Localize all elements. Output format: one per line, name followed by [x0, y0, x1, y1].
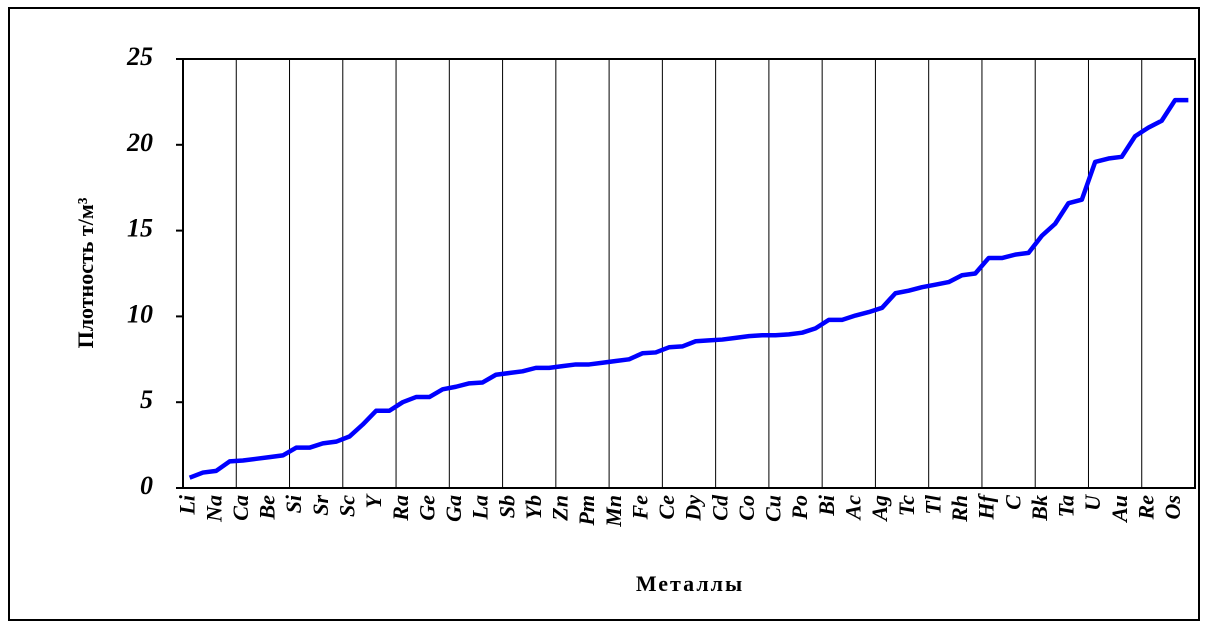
x-tick-label: Ge — [414, 495, 439, 521]
y-tick-label: 0 — [140, 471, 153, 500]
x-tick-label: Sc — [334, 495, 359, 517]
y-tick-label: 10 — [127, 299, 153, 328]
x-tick-label: Rh — [947, 495, 972, 523]
x-tick-label: Sb — [494, 495, 519, 518]
x-tick-label: Na — [201, 495, 226, 523]
x-tick-label: Bk — [1027, 495, 1052, 522]
x-tick-label: Cu — [761, 495, 786, 522]
x-tick-label: Si — [281, 494, 306, 513]
x-tick-label: Cd — [707, 494, 732, 521]
x-tick-label: Os — [1160, 495, 1185, 519]
x-tick-label: Sr — [308, 495, 333, 516]
y-axis-title: Плотность т/м³ — [73, 197, 98, 348]
x-tick-label: Mn — [601, 495, 626, 528]
x-tick-label: Li — [175, 494, 200, 515]
x-tick-label: Dy — [681, 495, 706, 522]
y-tick-label: 5 — [140, 385, 153, 414]
x-tick-label: Be — [255, 495, 280, 521]
x-tick-label: Yb — [521, 495, 546, 519]
x-tick-label: Hf — [974, 492, 999, 520]
x-tick-label: Fe — [627, 495, 652, 521]
plot-area — [182, 58, 1196, 489]
x-axis-title: Металлы — [636, 571, 744, 596]
x-tick-label: U — [1080, 494, 1105, 511]
x-tick-label: Bi — [814, 494, 839, 517]
x-tick-label: Pm — [574, 495, 599, 527]
x-tick-label: Po — [787, 495, 812, 520]
x-tick-label: Ca — [228, 495, 253, 521]
x-tick-label: Ta — [1054, 495, 1079, 517]
y-tick-label: 15 — [127, 214, 153, 243]
x-tick-label: Ag — [867, 495, 892, 523]
y-tick-label: 20 — [126, 128, 153, 157]
y-tick-label: 25 — [126, 42, 153, 71]
x-tick-label: Zn — [548, 495, 573, 522]
x-tick-label: Ra — [388, 495, 413, 522]
line-series — [188, 97, 1189, 480]
x-tick-label: Ce — [654, 495, 679, 520]
x-tick-label: Ac — [840, 495, 865, 522]
x-tick-label: Au — [1107, 495, 1132, 524]
x-tick-label: Tc — [894, 495, 919, 516]
frame — [8, 7, 1200, 621]
x-tick-label: Re — [1133, 495, 1158, 521]
x-tick-label: Ga — [441, 495, 466, 522]
x-tick-label: Tl — [920, 494, 945, 514]
x-tick-label: Co — [734, 495, 759, 521]
x-tick-label: Y — [361, 492, 386, 508]
x-tick-label: C — [1000, 495, 1025, 510]
x-tick-label: La — [468, 495, 493, 520]
